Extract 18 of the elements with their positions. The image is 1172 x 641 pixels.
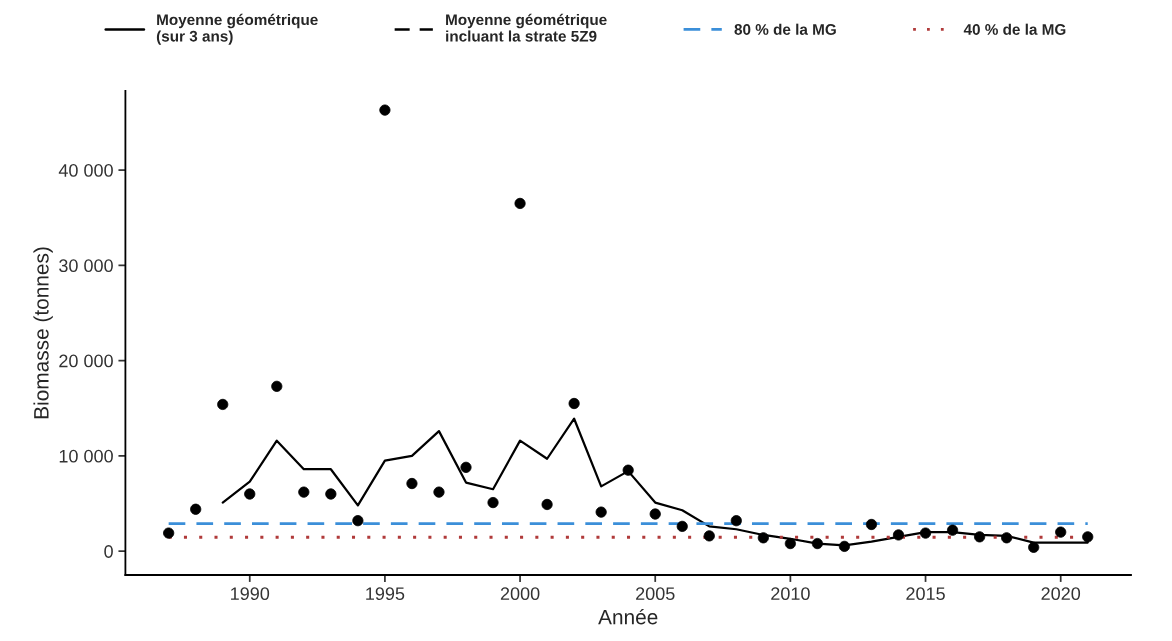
x-tick-label: 2015 — [906, 587, 945, 601]
y-axis-title: Biomasse (tonnes) — [33, 247, 53, 419]
y-tick-label: 30 000 — [59, 259, 113, 273]
x-tick-label: 2020 — [1041, 587, 1081, 601]
legend-label: 40 % de la MG — [963, 23, 1066, 35]
legend-label: Moyenne géométrique (sur 3 ans) — [156, 13, 318, 45]
legend-label: 80 % de la MG — [734, 23, 836, 35]
x-tick-label: 2005 — [636, 587, 675, 601]
x-tick-label: 2000 — [500, 587, 540, 601]
y-tick-label: 10 000 — [59, 449, 113, 463]
x-tick-label: 2010 — [771, 587, 810, 601]
x-tick-label: 1995 — [366, 587, 405, 601]
x-axis-title: Année — [598, 608, 658, 625]
legend-label: Moyenne géométrique incluant la strate 5Z9 — [446, 13, 607, 42]
y-tick-label: 40 000 — [58, 164, 113, 177]
x-tick-label: 1990 — [231, 587, 270, 601]
y-tick-label: 0 — [104, 545, 113, 558]
y-tick-label: 20 000 — [59, 354, 113, 368]
